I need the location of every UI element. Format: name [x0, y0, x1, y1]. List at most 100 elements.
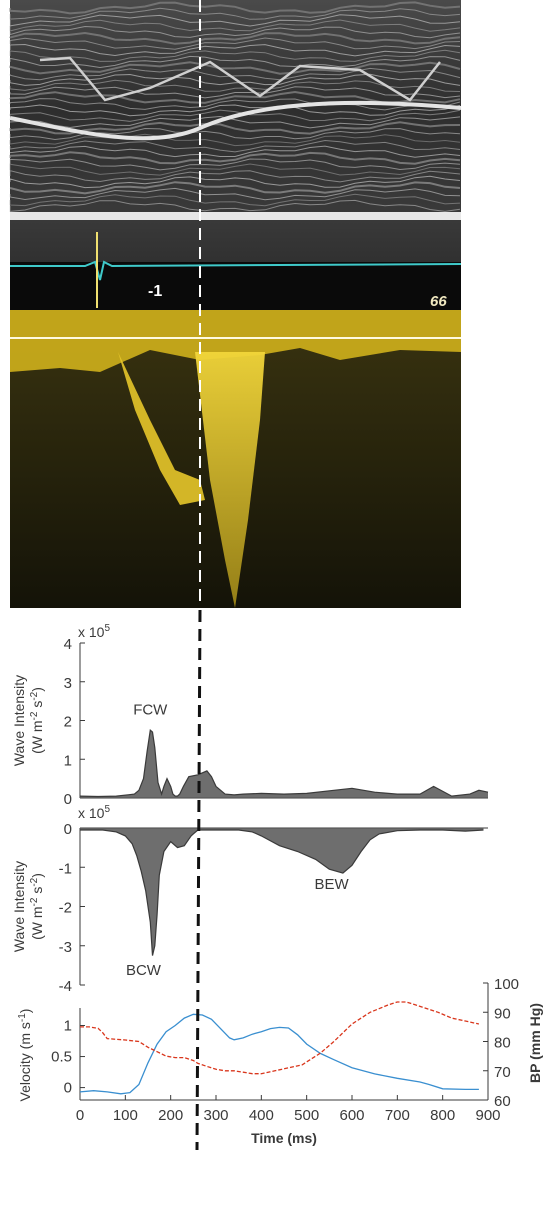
velocity-axis-label: Velocity (m s-1)	[17, 1009, 33, 1102]
mmode-tissue-line	[9, 175, 461, 189]
mmode-bright-band	[10, 212, 461, 220]
wave-backward-tick-label: 0	[64, 821, 72, 838]
mmode-tissue-line	[9, 7, 461, 20]
wave-backward-ylabel-line1: Wave Intensity	[11, 861, 27, 952]
mmode-tissue-line	[9, 86, 461, 99]
wave-backward-tick-label: -3	[59, 939, 72, 956]
ylabel-part: )	[29, 687, 45, 692]
doppler-e-wave	[118, 352, 205, 505]
wave-backward-line	[80, 829, 484, 956]
wave-backward-ylabel-line2: (W m-2 s-2)	[29, 873, 45, 940]
mmode-tissue-line	[9, 115, 461, 129]
mmode-tissue-lines	[9, 1, 462, 212]
wave-backward-tick-label: -2	[59, 900, 72, 917]
ylabel-part: s	[29, 701, 45, 712]
mmode-tissue-line	[9, 31, 461, 45]
mmode-marker-label: -1	[148, 283, 162, 300]
wave-backward-area	[80, 828, 484, 956]
bp-axis-label: BP (mm Hg)	[527, 1003, 543, 1083]
mmode-tissue-line	[9, 79, 461, 92]
mmode-tissue-line	[9, 49, 461, 62]
time-tick-label: 400	[249, 1107, 274, 1124]
velocity-label-part: )	[17, 1009, 33, 1014]
time-axis-label: Time (ms)	[251, 1130, 317, 1146]
velocity-series-line	[79, 1013, 479, 1095]
wave-backward-tick-label: -1	[59, 860, 72, 877]
time-tick-label: 300	[203, 1107, 228, 1124]
time-tick-label: 600	[339, 1107, 364, 1124]
doppler-baseline-band	[10, 310, 461, 372]
wave-forward-tick-label: 2	[64, 714, 72, 731]
mmode-tissue-line	[9, 67, 461, 81]
wave-forward-ylabel-line1: Wave Intensity	[11, 675, 27, 766]
ylabel-sup: -2	[29, 711, 40, 720]
mmode-wall-echo	[9, 100, 462, 141]
velocity-label-sup: -1	[17, 1013, 28, 1022]
mmode-tissue-line	[9, 1, 461, 15]
mmode-tissue-line	[9, 139, 461, 153]
time-tick-label: 100	[113, 1107, 138, 1124]
mmode-tissue-line	[9, 151, 461, 165]
bp-tick-label: 90	[494, 1005, 511, 1022]
bp-tick-label: 70	[494, 1064, 511, 1081]
wave-forward-line	[79, 729, 489, 798]
wave-forward-area	[80, 730, 488, 798]
mmode-tissue-line	[9, 73, 461, 86]
mmode-tissue-line	[9, 25, 461, 39]
ylabel-sup: -2	[29, 691, 40, 700]
wave-forward-tick-label: 3	[64, 675, 72, 692]
mmode-tissue-line	[9, 193, 461, 207]
mmode-tissue-line	[9, 181, 461, 195]
ylabel-sup: -2	[29, 877, 40, 886]
mmode-tissue-line	[9, 199, 461, 212]
velocity-tick-label: 0	[64, 1080, 72, 1097]
mmode-panel: -1 66	[9, 0, 462, 310]
doppler-panel	[10, 310, 461, 608]
mmode-tissue-line	[9, 104, 461, 117]
wave-forward-scale-label: x 105	[78, 623, 110, 640]
scale-exponent: 5	[104, 623, 110, 634]
ylabel-sup: -2	[29, 897, 40, 906]
mmode-number-label: 66	[430, 293, 447, 310]
ylabel-part: (W m	[29, 720, 45, 753]
mmode-tissue-line	[9, 187, 461, 201]
wave-backward-annotation-bcw: BCW	[126, 962, 162, 979]
mmode-tissue-line	[9, 43, 461, 57]
scale-base: x 10	[78, 624, 105, 640]
mmode-tissue-line	[9, 109, 461, 122]
scale-base: x 10	[78, 805, 105, 821]
mmode-tissue-line	[9, 170, 461, 183]
mmode-tissue-line	[9, 19, 461, 32]
velocity-tick-label: 1	[64, 1018, 72, 1035]
ecg-trace	[10, 260, 462, 281]
time-tick-label: 800	[430, 1107, 455, 1124]
time-tick-label: 900	[475, 1107, 500, 1124]
wave-backward-tick-label: -4	[59, 978, 72, 995]
wave-forward-annotation-fcw: FCW	[133, 702, 168, 719]
mmode-tissue-line	[9, 133, 461, 147]
time-tick-label: 200	[158, 1107, 183, 1124]
velocity-bp-chart: 0 100 200 300 400 500 600 700 800 900 0 0.5 1 60 70 80 9…	[17, 976, 543, 1146]
mmode-tissue-line	[9, 158, 461, 171]
ylabel-part: (W m	[29, 906, 45, 939]
mmode-tissue-line	[9, 55, 461, 69]
velocity-label-part: Velocity (m s	[17, 1022, 33, 1101]
scale-exponent: 5	[104, 804, 110, 815]
mmode-tissue-line	[9, 163, 461, 176]
mmode-leaflet-echo	[39, 56, 441, 102]
wave-forward-tick-label: 0	[64, 791, 72, 808]
bp-series-line	[80, 1001, 480, 1075]
mmode-ecg-strip	[10, 262, 461, 310]
bp-tick-label: 60	[494, 1093, 511, 1110]
time-tick-label: 700	[385, 1107, 410, 1124]
wave-intensity-backward-chart: 0 -1 -2 -3 -4 x 105 Wave Intensity (W m-2 s-2) B…	[11, 804, 488, 995]
time-tick-label: 0	[76, 1107, 84, 1124]
bp-tick-label: 100	[494, 976, 519, 993]
mmode-tissue-line	[9, 37, 461, 50]
mmode-tissue-line	[9, 145, 461, 158]
time-marker-charts	[195, 609, 202, 1151]
